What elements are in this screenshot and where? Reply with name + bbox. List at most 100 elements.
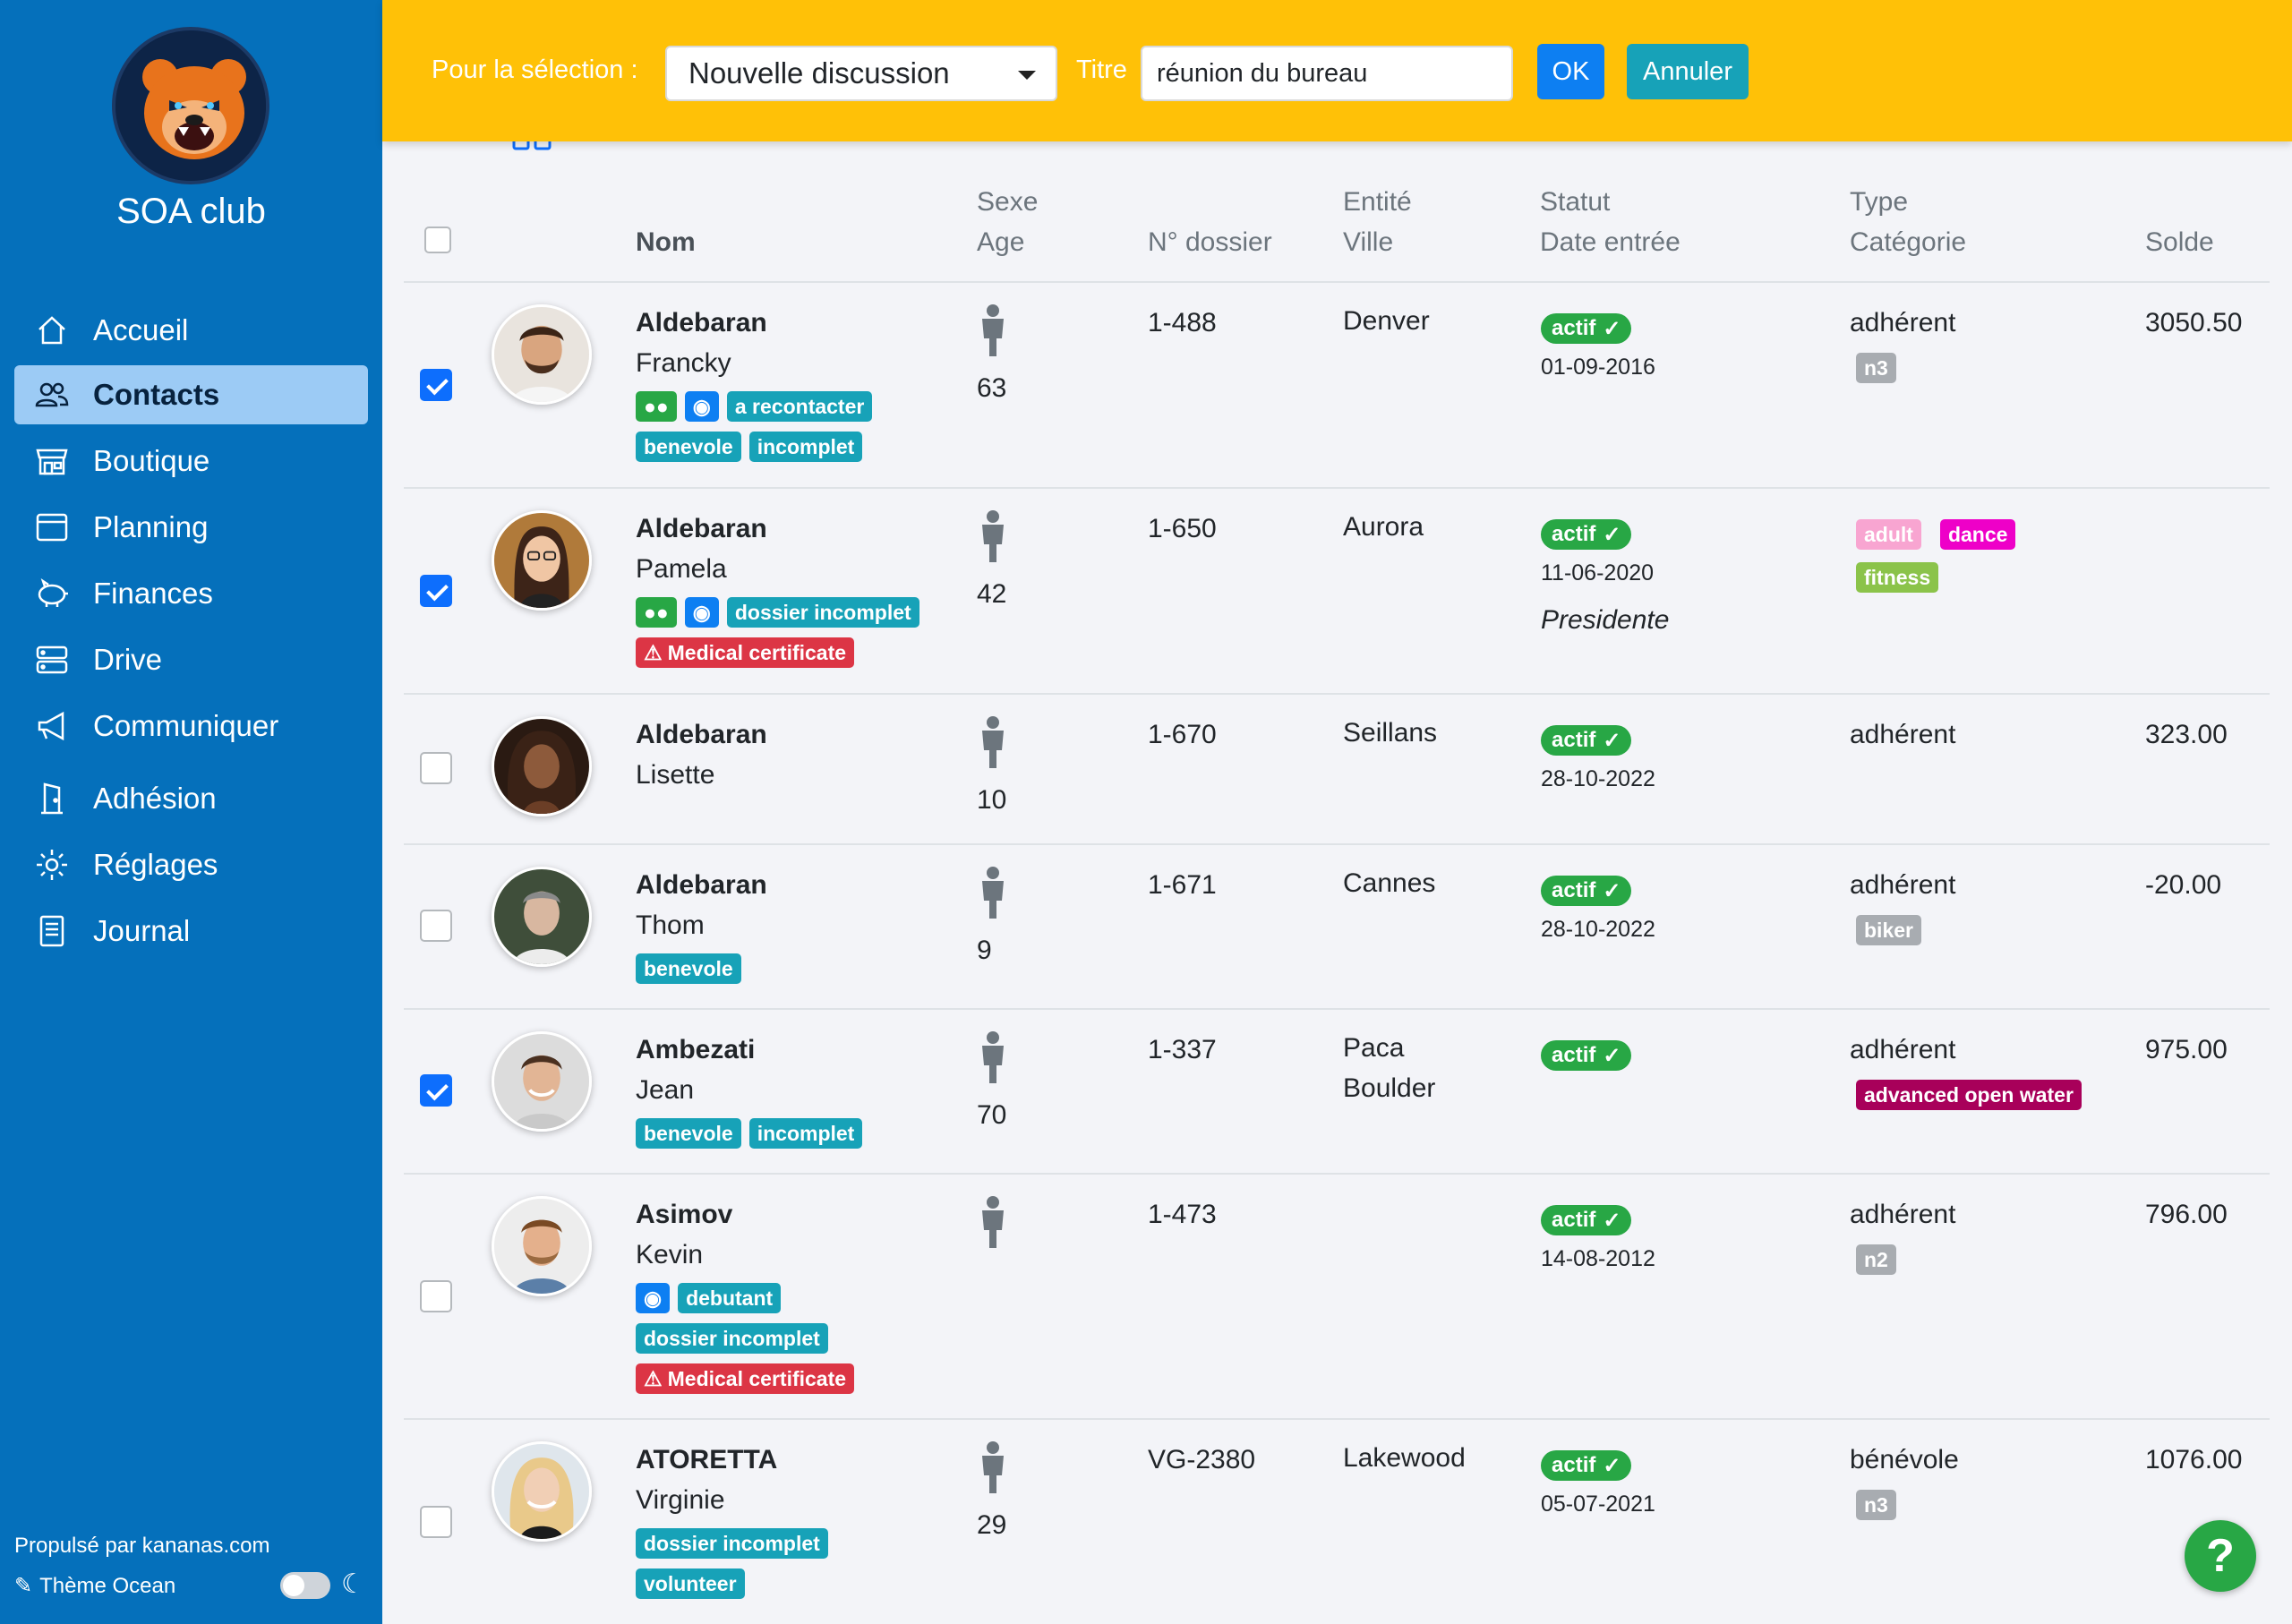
- tag-debutant: debutant: [678, 1283, 782, 1313]
- avatar[interactable]: [492, 867, 592, 967]
- contact-last-name[interactable]: Asimov: [636, 1200, 733, 1229]
- header-age[interactable]: Age: [977, 227, 1025, 257]
- header-nom[interactable]: Nom: [636, 222, 696, 262]
- club-logo[interactable]: [112, 27, 269, 184]
- status-label: actif: [1552, 1453, 1596, 1477]
- male-person-icon: [982, 1196, 1004, 1248]
- status-badge: actif ✓: [1541, 725, 1632, 756]
- table-row[interactable]: ATORETTA Virginie dossier incomplet volu…: [404, 1420, 2270, 1624]
- table-row[interactable]: Ambezati Jean benevole incomplet 70 1-33…: [404, 1010, 2270, 1175]
- help-button[interactable]: ?: [2185, 1520, 2256, 1592]
- table-row[interactable]: Aldebaran Francky ●● ◉ a recontacter ben…: [404, 283, 2270, 489]
- contact-last-name[interactable]: Ambezati: [636, 1035, 756, 1064]
- check-icon: ✓: [1603, 1453, 1621, 1478]
- row-checkbox[interactable]: [420, 752, 452, 784]
- contact-last-name[interactable]: Aldebaran: [636, 308, 767, 338]
- contact-ville: Seillans: [1343, 718, 1438, 748]
- header-solde[interactable]: Solde: [2145, 227, 2214, 257]
- category-biker: biker: [1856, 915, 1921, 945]
- contact-type: adhérent: [1850, 1035, 1956, 1064]
- nav-item-adhesion[interactable]: Adhésion: [14, 769, 368, 828]
- tag-dossier-incomplet: dossier incomplet: [726, 597, 919, 628]
- contact-tags: dossier incomplet volunteer: [636, 1528, 828, 1599]
- table-row[interactable]: Aldebaran Pamela ●● ◉ dossier incomplet …: [404, 489, 2270, 695]
- status-label: actif: [1552, 878, 1596, 902]
- tag-dossier-incomplet: dossier incomplet: [636, 1528, 828, 1559]
- female-person-icon: [982, 510, 1004, 562]
- nav-label: Adhésion: [93, 782, 217, 815]
- contact-last-name[interactable]: ATORETTA: [636, 1445, 778, 1474]
- nav-item-communiquer[interactable]: Communiquer: [14, 697, 368, 756]
- table-row[interactable]: Aldebaran Thom benevole 9 1-671 Cannes a…: [404, 845, 2270, 1010]
- row-divider: [404, 1173, 2270, 1175]
- table-row[interactable]: Asimov Kevin ◉ debutant dossier incomple…: [404, 1175, 2270, 1420]
- avatar[interactable]: [492, 716, 592, 816]
- contact-age: 42: [977, 579, 1007, 609]
- contact-date-entree: 28-10-2022: [1541, 766, 1655, 791]
- header-date-entree[interactable]: Date entrée: [1540, 227, 1681, 257]
- contact-dossier: 1-473: [1148, 1200, 1217, 1229]
- contact-age: 70: [977, 1100, 1007, 1130]
- header-type[interactable]: Type: [1850, 187, 1909, 217]
- avatar[interactable]: [492, 1441, 592, 1542]
- nav-item-accueil[interactable]: Accueil: [14, 301, 368, 360]
- contact-solde: 796.00: [2145, 1200, 2228, 1229]
- header-ville[interactable]: Ville: [1343, 227, 1394, 257]
- row-checkbox[interactable]: [420, 1074, 452, 1107]
- theme-name: Thème Ocean: [39, 1573, 176, 1598]
- select-all-checkbox[interactable]: [424, 227, 451, 253]
- tag-medical-certificate: ⚠ Medical certificate: [636, 637, 855, 668]
- avatar[interactable]: [492, 1031, 592, 1132]
- selection-action-select[interactable]: Nouvelle discussion: [665, 46, 1057, 101]
- server-icon: [32, 640, 72, 680]
- avatar[interactable]: [492, 304, 592, 405]
- nav-item-journal[interactable]: Journal: [14, 902, 368, 961]
- nav-item-finances[interactable]: Finances: [14, 564, 368, 623]
- nav-item-reglages[interactable]: Réglages: [14, 835, 368, 894]
- contact-age: 29: [977, 1510, 1007, 1540]
- header-statut[interactable]: Statut: [1540, 187, 1611, 217]
- row-checkbox[interactable]: [420, 1506, 452, 1538]
- nav-item-drive[interactable]: Drive: [14, 630, 368, 689]
- avatar[interactable]: [492, 510, 592, 611]
- warning-icon: ⚠: [644, 1366, 663, 1390]
- contact-last-name[interactable]: Aldebaran: [636, 514, 767, 543]
- powered-by-link[interactable]: Propulsé par kananas.com: [14, 1534, 270, 1558]
- row-checkbox[interactable]: [420, 910, 452, 942]
- status-badge: actif ✓: [1541, 519, 1632, 550]
- contact-solde: 1076.00: [2145, 1445, 2243, 1474]
- contact-first-name: Virginie: [636, 1485, 725, 1515]
- header-sexe[interactable]: Sexe: [977, 187, 1039, 217]
- sidebar: SOA club Accueil Contacts Boutique Plann…: [0, 0, 382, 1624]
- title-input[interactable]: [1141, 46, 1513, 101]
- row-checkbox[interactable]: [420, 1280, 452, 1312]
- contact-tags: ◉ debutant dossier incomplet ⚠ Medical ce…: [636, 1283, 855, 1394]
- selection-action-bar: Pour la sélection : Nouvelle discussion …: [382, 0, 2292, 141]
- nav-item-contacts[interactable]: Contacts: [14, 365, 368, 424]
- header-categorie[interactable]: Catégorie: [1850, 227, 1967, 257]
- contact-last-name[interactable]: Aldebaran: [636, 720, 767, 749]
- table-row[interactable]: Aldebaran Lisette 10 1-670 Seillans acti…: [404, 695, 2270, 845]
- header-nom-label: Nom: [636, 227, 696, 257]
- dark-mode-toggle[interactable]: [280, 1572, 330, 1599]
- nav-item-planning[interactable]: Planning: [14, 498, 368, 557]
- row-checkbox[interactable]: [420, 575, 452, 607]
- header-dossier[interactable]: N° dossier: [1148, 227, 1272, 257]
- tag-medical-certificate: ⚠ Medical certificate: [636, 1363, 855, 1394]
- contact-ville: Cannes: [1343, 868, 1436, 898]
- nav-item-boutique[interactable]: Boutique: [14, 432, 368, 491]
- megaphone-icon: [32, 706, 72, 746]
- cancel-button[interactable]: Annuler: [1627, 44, 1749, 99]
- avatar[interactable]: [492, 1196, 592, 1296]
- header-entite[interactable]: Entité: [1343, 187, 1412, 217]
- tag-a-recontacter: a recontacter: [726, 391, 873, 422]
- contact-first-name: Pamela: [636, 554, 727, 584]
- ok-button[interactable]: OK: [1537, 44, 1604, 99]
- category-fitness: fitness: [1856, 562, 1939, 593]
- row-divider: [404, 843, 2270, 845]
- female-person-icon: [982, 716, 1004, 768]
- contact-tags: benevole: [636, 953, 741, 984]
- contact-last-name[interactable]: Aldebaran: [636, 870, 767, 900]
- users-icon: [32, 375, 72, 415]
- row-checkbox[interactable]: [420, 369, 452, 401]
